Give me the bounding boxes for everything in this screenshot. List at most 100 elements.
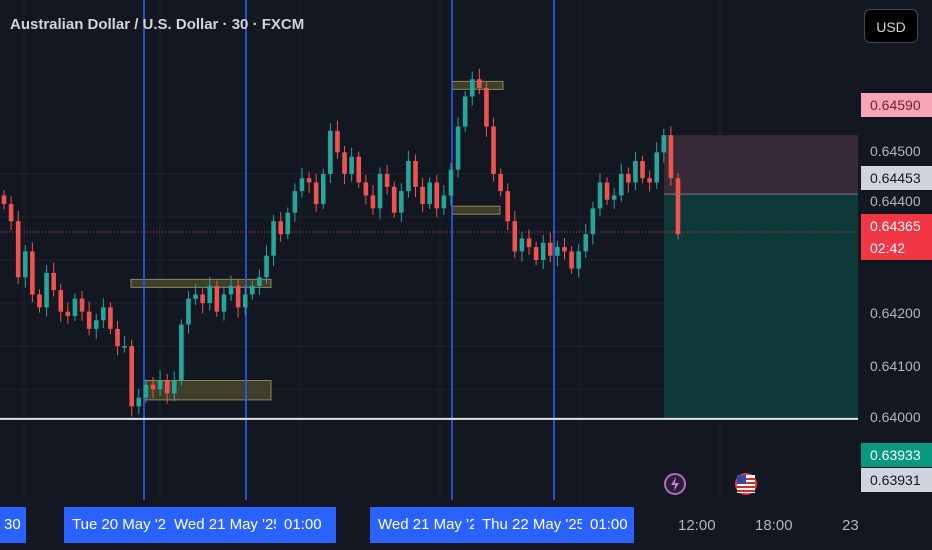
price-tick-label: 0.64000 [870, 409, 921, 425]
stop-loss-zone [664, 135, 858, 195]
bullish-candle [44, 272, 49, 308]
price-levels [0, 193, 858, 420]
bullish-candle [22, 251, 28, 278]
currency-button[interactable]: USD [864, 9, 918, 43]
bullish-candle [448, 169, 454, 196]
chart-grid [0, 0, 858, 500]
bearish-candle [58, 290, 64, 312]
bearish-candle [370, 195, 376, 209]
bearish-candle [384, 173, 390, 187]
bearish-candle [640, 161, 645, 179]
bullish-candle [136, 397, 142, 407]
bullish-candle [320, 173, 326, 205]
candles [1, 68, 681, 417]
bearish-candle [278, 221, 283, 235]
price-tick-label: 0.64100 [870, 358, 921, 374]
bearish-candle [533, 247, 539, 260]
bearish-candle [356, 156, 362, 183]
bearish-candle [1, 195, 7, 205]
time-pill: Wed 21 May '25 [166, 507, 278, 543]
bearish-candle [413, 161, 418, 187]
bearish-candle [420, 186, 425, 205]
bullish-candle [377, 173, 383, 209]
bearish-candle [562, 247, 567, 252]
bullish-candle [519, 238, 525, 252]
bearish-candle [8, 204, 14, 222]
bearish-candle [668, 135, 674, 179]
bearish-candle [150, 384, 156, 390]
bearish-candle [512, 221, 518, 252]
bearish-candle [115, 328, 120, 347]
bearish-candle [51, 272, 56, 291]
bullish-candle [441, 195, 447, 209]
bullish-candle [292, 191, 298, 213]
bearish-candle [15, 221, 21, 278]
time-pill: Tue 20 May '25 [64, 507, 170, 543]
bullish-candle [597, 182, 603, 209]
bullish-candle [271, 221, 276, 256]
bearish-candle [37, 294, 42, 308]
time-pill: Thu 22 May '25 [474, 507, 584, 543]
bearish-candle [363, 182, 369, 196]
bullish-candle [186, 298, 191, 325]
bullish-candle [406, 161, 411, 192]
price-tick-label: 0.64200 [870, 305, 921, 321]
bearish-candle [335, 130, 340, 153]
bearish-candle [569, 251, 574, 269]
bearish-candle [79, 298, 85, 312]
bullish-candle [399, 191, 404, 213]
supply-demand-zone [130, 278, 272, 288]
bearish-candle [65, 311, 71, 316]
bullish-candle [590, 208, 596, 235]
bullish-candle [257, 277, 262, 286]
bullish-candle [583, 234, 589, 252]
target-price-label: 0.63933 [861, 443, 932, 467]
current-price-label: 0.64365 [861, 214, 932, 238]
time-pill: 30 [0, 507, 26, 543]
bearish-candle [434, 182, 440, 209]
bearish-candle [306, 178, 312, 183]
bearish-candle [200, 294, 205, 304]
time-pill: Wed 21 May '25 [370, 507, 478, 543]
bullish-candle [633, 161, 638, 183]
bullish-candle [349, 156, 354, 174]
bullish-candle [143, 384, 149, 398]
time-pill: 01:00 [582, 507, 634, 543]
bearish-candle [498, 173, 503, 192]
bullish-candle [242, 294, 248, 308]
bullish-candle [72, 298, 78, 316]
supply-demand-zone [143, 380, 272, 401]
us-flag-event-icon[interactable] [735, 473, 757, 495]
bearish-candle [484, 87, 489, 127]
bullish-candle [264, 255, 269, 278]
time-tick-label: 23 [842, 517, 859, 534]
bearish-candle [526, 238, 532, 248]
bullish-candle [193, 294, 198, 299]
bearish-candle [647, 178, 652, 183]
bullish-candle [221, 294, 227, 312]
stop-price-label: 0.64590 [861, 93, 932, 117]
bearish-candle [108, 307, 113, 329]
bearish-candle [313, 182, 319, 205]
time-tick-label: 18:00 [755, 517, 793, 534]
bearish-candle [391, 186, 397, 213]
time-tick-label: 12:00 [678, 517, 716, 534]
bullish-candle [654, 152, 660, 183]
price-tick-label: 0.64400 [870, 193, 921, 209]
bullish-candle [611, 195, 617, 200]
chart-title: Australian Dollar / U.S. Dollar · 30 · F… [10, 16, 305, 33]
bearish-candle [129, 346, 135, 407]
bullish-candle [618, 173, 624, 196]
bearish-candle [214, 285, 220, 312]
bullish-candle [228, 285, 234, 295]
bearish-candle [477, 79, 482, 88]
price-tick-label: 0.64500 [870, 143, 921, 159]
bearish-candle [626, 173, 631, 183]
bullish-candle [285, 212, 291, 235]
lightning-event-icon[interactable] [664, 473, 686, 495]
bullish-candle [328, 130, 333, 174]
take-profit-zone [664, 194, 858, 418]
bullish-candle [555, 247, 560, 256]
bearish-candle [491, 126, 496, 174]
